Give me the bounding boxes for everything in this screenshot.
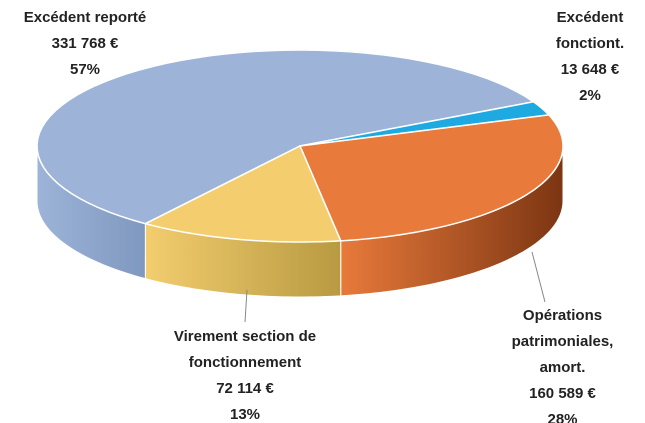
slice-label: Opérations patrimoniales, amort. 160 589… [495, 303, 630, 423]
percent-label: 28% [547, 411, 578, 423]
slice-label: Excédent reporté 331 768 € 57% [5, 5, 165, 83]
slice [299, 101, 551, 147]
percent-label: 13% [229, 406, 261, 423]
value-label: 72 114 € [216, 380, 274, 397]
category: Virement section de fonctionnement [173, 328, 317, 371]
leader-line [244, 289, 248, 323]
slice [143, 144, 342, 243]
percent-label: 2% [579, 87, 601, 104]
slice-label: Virement section de fonctionnement 72 11… [130, 324, 360, 423]
slice [36, 49, 536, 225]
leader-line [531, 251, 546, 303]
value-label: 160 589 € [529, 385, 596, 402]
category: Excédent reporté [23, 9, 147, 26]
value-label: 13 648 € [560, 61, 620, 78]
slice-label: Excédent fonctiont. 13 648 € 2% [540, 5, 640, 109]
slice [298, 114, 564, 242]
value-label: 331 768 € [51, 35, 119, 52]
category: Opérations patrimoniales, amort. [511, 307, 614, 376]
percent-label: 57% [69, 61, 101, 78]
category: Excédent fonctiont. [555, 9, 625, 52]
